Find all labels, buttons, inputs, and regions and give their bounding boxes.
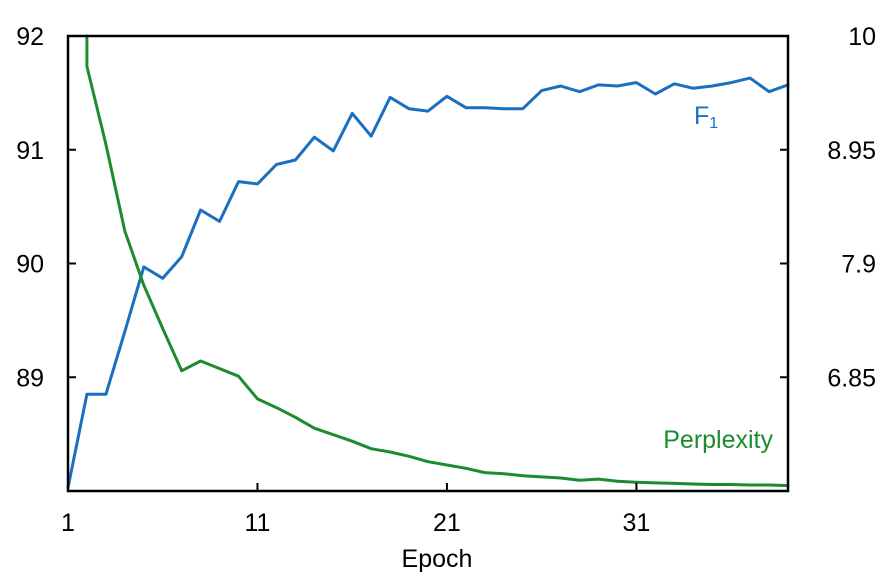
data-point-s1-10 [256,397,259,401]
data-point-s0-13 [313,136,316,139]
data-point-s0-33 [692,87,695,90]
data-point-s0-28 [597,83,600,87]
data-point-s0-9 [237,180,240,183]
data-point-s0-6 [180,255,183,258]
x-axis-title: Epoch [402,545,473,573]
data-point-s1-20 [445,463,449,467]
data-point-s1-7 [199,359,202,363]
data-point-s1-28 [597,477,600,481]
data-point-s1-8 [218,367,221,370]
data-point-s0-1 [85,393,89,396]
data-point-s1-24 [521,474,524,477]
data-point-s1-32 [673,482,676,485]
data-point-s1-33 [692,482,695,486]
data-point-s1-15 [351,440,354,443]
data-point-s0-2 [104,393,108,396]
y-right-tick-label-3: 10 [848,23,876,51]
x-tick-label-1: 11 [244,509,270,537]
series-layer [66,34,790,490]
data-point-s1-21 [464,467,468,470]
data-point-s1-35 [730,483,733,486]
data-point-s0-11 [275,163,278,166]
data-point-s1-11 [275,406,278,409]
data-point-s1-19 [426,460,430,463]
data-point-s0-36 [748,76,752,80]
x-tick-label-3: 31 [623,509,651,537]
data-point-s1-25 [540,475,543,479]
data-point-s1-37 [767,483,771,487]
data-point-s0-23 [502,107,505,111]
y-right-tick-label-2: 8.95 [827,137,876,165]
series-label-perplexity: Perplexity [663,426,773,454]
y-left-tick-label-3: 92 [16,23,44,51]
data-point-s1-6 [180,369,183,372]
data-point-s0-22 [483,106,486,109]
data-point-s1-5 [161,327,164,330]
data-point-s1-13 [313,427,316,430]
data-point-s1-34 [711,483,714,486]
data-point-s0-4 [142,265,145,269]
data-point-s0-30 [635,81,638,84]
data-point-s0-29 [616,84,619,88]
data-point-s0-8 [218,220,221,223]
data-point-s0-20 [445,95,449,98]
data-point-s1-9 [237,375,240,378]
data-point-s1-29 [616,480,619,483]
data-point-s0-7 [199,208,202,212]
y-left-tick-label-0: 89 [16,364,44,392]
data-point-s1-14 [332,433,335,436]
data-point-s0-35 [730,81,733,84]
data-point-s1-16 [370,447,373,450]
data-point-s0-25 [540,89,543,92]
y-left-tick-label-1: 90 [16,251,44,279]
data-point-s0-27 [578,90,581,93]
data-point-s0-18 [407,107,411,111]
data-point-s0-19 [426,109,430,113]
data-point-s1-17 [388,450,392,454]
y-right-tick-label-0: 6.85 [827,364,876,392]
data-point-s0-14 [332,149,335,153]
x-tick-label-0: 1 [61,509,75,537]
data-point-s0-10 [256,182,259,186]
data-point-s0-3 [123,330,127,333]
data-point-s0-34 [711,84,714,88]
data-point-s0-12 [294,158,297,162]
data-point-s1-3 [123,229,127,233]
data-point-s1-22 [483,471,486,474]
data-point-s0-37 [767,90,771,93]
data-point-s1-12 [294,416,297,419]
data-point-s0-17 [388,96,392,99]
data-point-s0-31 [654,92,657,96]
data-point-s0-15 [351,112,354,115]
x-tick-label-2: 21 [433,509,461,537]
data-point-s1-31 [654,481,657,485]
data-point-s0-16 [370,134,373,138]
data-point-s1-18 [407,455,411,458]
data-point-s1-2 [104,143,108,146]
data-point-s1-36 [748,483,752,487]
data-point-s0-24 [521,107,524,111]
y-right-tick-label-1: 7.9 [841,251,876,279]
data-point-s1-30 [635,481,638,484]
labels-layer: F1 Perplexity [663,102,773,454]
data-point-s1-27 [578,479,581,482]
data-point-s0-5 [161,277,164,280]
data-point-s1-26 [559,476,562,480]
data-point-s0-26 [559,84,562,88]
data-point-s1-1 [85,65,89,68]
y-left-tick-label-2: 91 [16,137,44,165]
data-point-s1-23 [502,472,505,475]
data-point-s0-32 [673,82,676,86]
data-point-s0-21 [464,106,468,109]
data-point-s1-4 [142,284,145,287]
series-label-f1: F1 [694,102,718,132]
